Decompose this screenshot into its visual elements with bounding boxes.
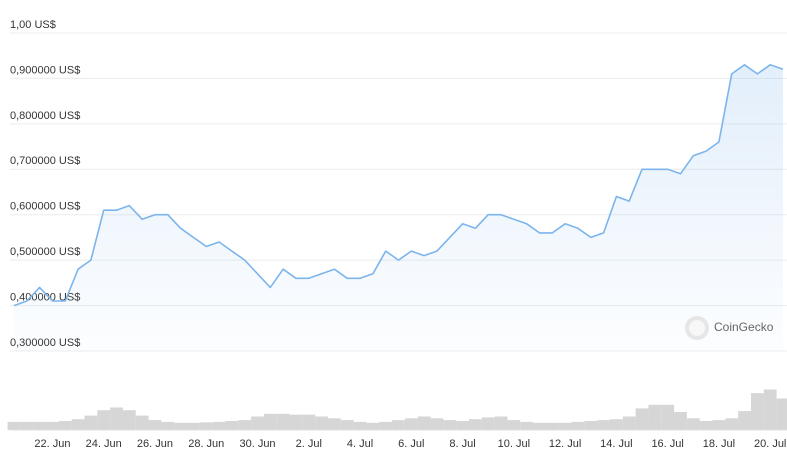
plot: 22. Jun 24. Jun 26. Jun 28. Jun 30. Jun 2. Ju… (7, 64, 787, 450)
y-tick-label: 0,800000 US$ (10, 110, 80, 122)
x-tick-label: 8. Jul (449, 438, 475, 450)
volume-bar (315, 416, 329, 430)
volume-bar (430, 418, 444, 430)
volume-bar (661, 404, 675, 430)
volume-bar (417, 416, 431, 430)
volume-bar (597, 420, 610, 430)
volume-bar (699, 421, 713, 430)
x-tick-label: 10. Jul (498, 438, 530, 450)
volume-bar (110, 407, 123, 430)
volume-bar (648, 404, 662, 430)
volume-bar (622, 416, 636, 430)
x-tick-label: 24. Jun (86, 438, 122, 450)
volume-bar (276, 413, 290, 430)
volume-bar (289, 414, 303, 430)
volume-bar (533, 422, 546, 430)
volume-bar (571, 421, 585, 430)
x-tick-label: 30. Jun (239, 438, 275, 450)
volume-bar (404, 418, 418, 430)
volume-bar (520, 421, 534, 430)
volume-bar (58, 421, 72, 430)
price-area (14, 64, 783, 352)
volume-bar (763, 389, 777, 430)
volume-bar (135, 415, 149, 430)
watermark-text: CoinGecko (714, 320, 774, 334)
volume-bar (686, 418, 700, 430)
volume-bar (84, 415, 98, 430)
volume-bar (199, 422, 213, 430)
volume-bar (609, 419, 623, 430)
volume-bar (238, 420, 252, 430)
volume-bar (750, 393, 764, 430)
volume-bar (379, 421, 393, 430)
y-tick-label: 0,500000 US$ (10, 246, 80, 258)
volume-bar (328, 418, 341, 430)
volume-bar (225, 421, 239, 430)
x-tick-label: 4. Jul (347, 438, 373, 450)
y-tick-label: 0,600000 US$ (10, 201, 80, 213)
y-tick-label: 1,00 US$ (10, 19, 56, 31)
volume-bar (174, 422, 188, 430)
volume-bar (302, 414, 316, 430)
volume-bar (148, 420, 162, 430)
volume-bar (212, 421, 226, 430)
volume-bar (251, 416, 264, 430)
volume-bar (161, 421, 175, 430)
volume-bar (456, 421, 469, 430)
x-tick-label: 26. Jun (137, 438, 173, 450)
volume-bar (584, 421, 598, 430)
volume-bar (468, 419, 482, 430)
x-tick-label: 18. Jul (703, 438, 735, 450)
volume-bar (776, 398, 787, 430)
volume-bar (263, 413, 277, 430)
volume-bar (187, 422, 200, 430)
y-tick-label: 0,900000 US$ (10, 64, 80, 76)
x-tick-label: 12. Jul (549, 438, 581, 450)
volume-bar (674, 412, 687, 430)
price-line (13, 64, 784, 307)
volume-bar (481, 417, 495, 430)
x-tick-label: 6. Jul (398, 438, 424, 450)
volume-bar (7, 421, 21, 430)
y-tick-label: 0,700000 US$ (10, 155, 80, 167)
volume-bar (353, 421, 367, 430)
volume-bar (635, 408, 649, 430)
watermark: CoinGecko (685, 316, 774, 340)
volume-bar (545, 422, 559, 430)
volume-bar (392, 420, 405, 430)
volume-bar (33, 421, 47, 430)
x-tick-label: 2. Jul (296, 438, 322, 450)
volume-bar (494, 416, 508, 430)
volume-bar (712, 420, 726, 430)
volume-bar (558, 422, 572, 430)
volume-bar (725, 418, 739, 430)
volume-bar (46, 421, 59, 430)
volume-bar (122, 410, 136, 430)
volume-bar (97, 410, 111, 430)
volume-bar (443, 420, 457, 430)
x-tick-label: 28. Jun (188, 438, 224, 450)
volume-bar (71, 419, 85, 430)
volume-bar (340, 420, 354, 430)
x-tick-label: 16. Jul (651, 438, 683, 450)
volume-bar (20, 421, 34, 430)
x-tick-label: 20. Jul (754, 438, 786, 450)
volume-bar (738, 411, 751, 430)
volume-bar (507, 420, 521, 430)
x-tick-label: 14. Jul (600, 438, 632, 450)
volume-bar (366, 422, 380, 430)
x-tick-label: 22. Jun (34, 438, 70, 450)
